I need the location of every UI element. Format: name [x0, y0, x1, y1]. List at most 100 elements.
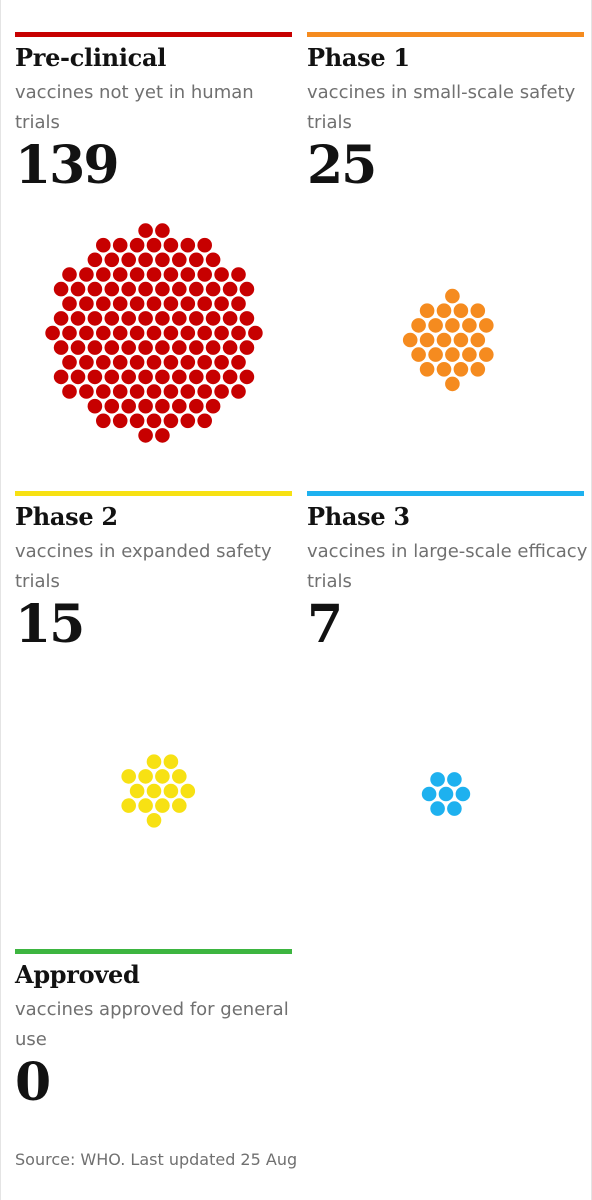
vaccine-dot	[205, 281, 221, 297]
vaccine-dot	[146, 384, 162, 399]
vaccine-dot	[248, 325, 263, 341]
vaccine-dot	[104, 398, 120, 414]
vaccine-dot	[172, 281, 187, 297]
vaccine-dot	[138, 340, 153, 355]
vaccine-dot	[53, 311, 69, 326]
vaccine-dot	[96, 325, 111, 341]
stage-phase-3: Phase 3 vaccines in large-scale efficacy…	[307, 491, 587, 671]
stage-description: vaccines not yet in human trials	[15, 82, 254, 133]
vaccine-dot	[163, 325, 179, 341]
stage-count: 15	[15, 594, 85, 655]
stage-count: 25	[307, 135, 377, 196]
vaccine-dot	[197, 384, 212, 399]
vaccine-dot	[87, 252, 103, 268]
vaccine-dot	[222, 369, 238, 385]
vaccine-dot	[163, 355, 179, 370]
vaccine-dot	[163, 783, 179, 799]
vaccine-dot	[155, 798, 170, 813]
vaccine-dot	[138, 398, 153, 414]
vaccine-dot	[453, 303, 469, 319]
vaccine-dot	[470, 362, 486, 377]
vaccine-dot	[104, 311, 120, 326]
vaccine-dot	[79, 355, 94, 370]
vaccine-dot	[180, 296, 196, 312]
vaccine-dot	[70, 281, 86, 297]
vaccine-dot	[231, 267, 246, 282]
vaccine-dot	[96, 237, 111, 253]
vaccine-dot	[53, 340, 69, 355]
vaccine-dot	[45, 325, 60, 341]
vaccine-dot	[222, 311, 238, 326]
stage-title: Approved	[15, 960, 140, 989]
vaccine-dot	[180, 267, 196, 282]
vaccine-dot	[438, 786, 454, 802]
vaccine-dot	[146, 783, 162, 799]
vaccine-dot	[419, 303, 435, 319]
vaccine-dot	[172, 798, 187, 813]
vaccine-dot	[129, 325, 145, 341]
vaccine-dot	[146, 813, 162, 828]
vaccine-dot	[197, 413, 212, 429]
stage-count: 139	[15, 135, 120, 196]
vaccine-dot	[138, 769, 153, 784]
vaccine-dot	[172, 769, 187, 784]
vaccine-dot	[112, 325, 128, 341]
vaccine-dot	[104, 369, 120, 385]
vaccine-dot	[180, 384, 196, 399]
vaccine-dot	[436, 303, 452, 319]
vaccine-dot	[87, 281, 103, 297]
vaccine-dot	[53, 369, 69, 385]
vaccine-dot	[146, 267, 162, 282]
vaccine-dot	[180, 355, 196, 370]
vaccine-dot	[189, 311, 204, 326]
stage-description: vaccines in small-scale safety trials	[307, 82, 576, 133]
vaccine-dot	[138, 223, 153, 238]
vaccine-dot	[62, 325, 77, 341]
vaccine-dot	[239, 369, 255, 385]
vaccine-dot	[411, 318, 426, 333]
vaccine-dot	[421, 786, 437, 802]
vaccine-dot	[96, 355, 111, 370]
vaccine-dot	[163, 267, 179, 282]
vaccine-dot	[87, 398, 103, 414]
vaccine-dot	[96, 296, 111, 312]
stage-color-bar	[307, 491, 584, 496]
stage-title: Phase 3	[307, 502, 410, 531]
vaccine-dot	[402, 332, 418, 348]
vaccine-dot	[121, 311, 136, 326]
vaccine-dot	[197, 355, 212, 370]
vaccine-dot	[172, 340, 187, 355]
vaccine-dot	[112, 384, 128, 399]
vaccine-dot	[462, 318, 477, 333]
vaccine-dot	[214, 384, 229, 399]
stage-color-bar	[307, 32, 584, 37]
vaccine-dot	[138, 428, 153, 443]
vaccine-dot	[121, 340, 136, 355]
vaccine-dot	[205, 311, 221, 326]
vaccine-dot	[430, 772, 445, 787]
vaccine-dot	[239, 281, 255, 297]
vaccine-dot	[428, 347, 443, 362]
vaccine-dot	[138, 311, 153, 326]
vaccine-dot	[222, 340, 238, 355]
vaccine-dot	[214, 296, 229, 312]
vaccine-dot	[112, 237, 128, 253]
vaccine-dot	[121, 281, 136, 297]
vaccine-dot	[462, 347, 477, 362]
vaccine-dot	[411, 347, 426, 362]
stage-title: Phase 1	[307, 43, 410, 72]
stage-description: vaccines in expanded safety trials	[15, 541, 272, 592]
vaccine-dot	[172, 369, 187, 385]
vaccine-dot	[129, 355, 145, 370]
vaccine-dot	[205, 340, 221, 355]
vaccine-dot	[70, 311, 86, 326]
dot-cluster-4	[421, 772, 471, 816]
vaccine-dot	[189, 281, 204, 297]
vaccine-dot	[197, 237, 212, 253]
vaccine-dot	[53, 281, 69, 297]
vaccine-dot	[146, 325, 162, 341]
vaccine-dot	[62, 267, 77, 282]
vaccine-dot	[445, 318, 460, 333]
vaccine-dot	[479, 318, 494, 333]
vaccine-dot	[62, 384, 77, 399]
